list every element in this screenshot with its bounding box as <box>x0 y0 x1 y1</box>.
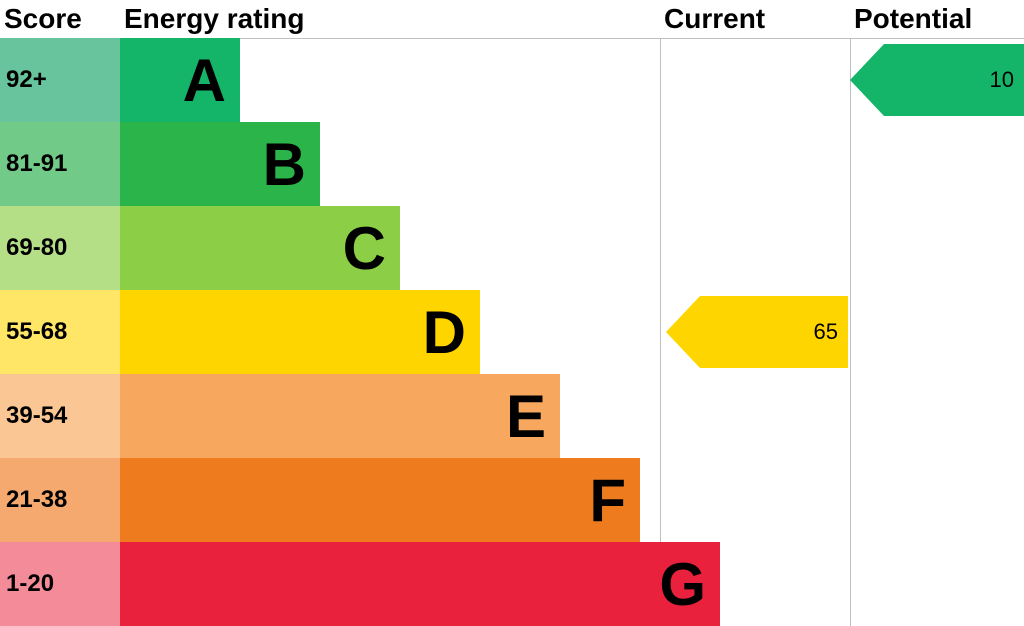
rating-row-g: 1-20 G <box>0 542 1024 626</box>
score-range: 81-91 <box>0 122 120 206</box>
badge-value: 65 <box>656 296 838 368</box>
header-current: Current <box>664 0 765 38</box>
score-range: 1-20 <box>0 542 120 626</box>
header-row: Score Energy rating Current Potential <box>0 0 1024 38</box>
header-rating: Energy rating <box>124 0 304 38</box>
rating-bar: E <box>120 374 560 458</box>
score-range: 69-80 <box>0 206 120 290</box>
rating-letter: F <box>589 466 626 535</box>
rating-letter: C <box>343 214 386 283</box>
rating-bar: A <box>120 38 240 122</box>
rating-row-e: 39-54 E <box>0 374 1024 458</box>
score-range: 55-68 <box>0 290 120 374</box>
current-badge: 65 <box>666 296 848 368</box>
score-range: 21-38 <box>0 458 120 542</box>
header-score: Score <box>4 0 82 38</box>
score-range: 92+ <box>0 38 120 122</box>
rating-letter: G <box>659 550 706 619</box>
epc-chart: Score Energy rating Current Potential 92… <box>0 0 1024 626</box>
rating-row-c: 69-80 C <box>0 206 1024 290</box>
rating-bar: C <box>120 206 400 290</box>
rating-bar: D <box>120 290 480 374</box>
badge-value: 10 <box>840 44 1014 116</box>
rating-row-f: 21-38 F <box>0 458 1024 542</box>
rating-row-b: 81-91 B <box>0 122 1024 206</box>
rating-row-d: 55-68 D <box>0 290 1024 374</box>
potential-badge: 10 <box>850 44 1024 116</box>
header-potential: Potential <box>854 0 972 38</box>
rating-bar: G <box>120 542 720 626</box>
rating-letter: E <box>506 382 546 451</box>
rating-bar: F <box>120 458 640 542</box>
rating-letter: B <box>263 130 306 199</box>
rating-bar: B <box>120 122 320 206</box>
score-range: 39-54 <box>0 374 120 458</box>
rating-letter: A <box>183 46 226 115</box>
rating-letter: D <box>423 298 466 367</box>
